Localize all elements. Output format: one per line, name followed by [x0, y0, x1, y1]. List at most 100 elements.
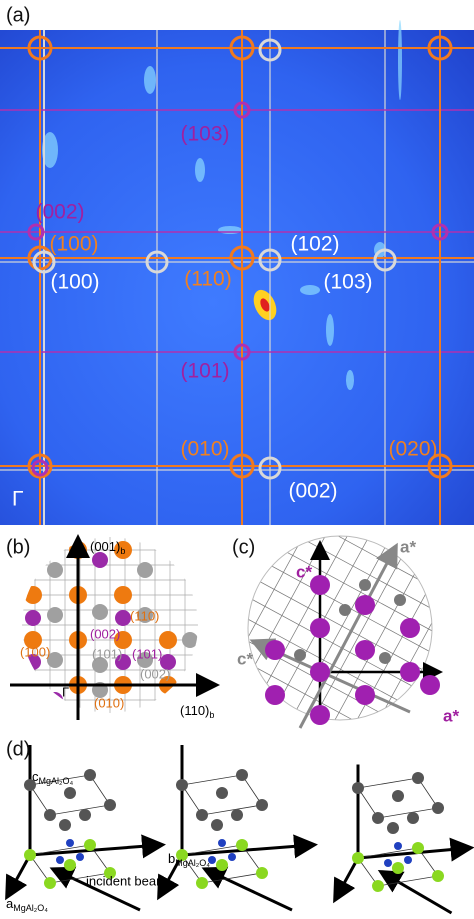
panel-label: (a) — [6, 4, 30, 26]
grid-line — [248, 713, 432, 720]
reflection-ring — [32, 250, 56, 274]
reflection-ring — [27, 453, 53, 479]
atom — [432, 870, 444, 882]
reflection-disk — [182, 632, 198, 648]
atom — [412, 842, 424, 854]
reflection-label: (110) — [130, 608, 159, 623]
reflection-disk — [69, 721, 87, 739]
atom — [84, 769, 96, 781]
atom — [76, 853, 84, 861]
axis-label: a* — [400, 537, 416, 556]
reflection-ring — [427, 453, 453, 479]
atom — [104, 799, 116, 811]
atom — [387, 822, 399, 834]
diffraction-spot — [218, 226, 242, 234]
reflection-ring — [431, 223, 449, 241]
reflection-ring — [233, 101, 251, 119]
reflection-disk — [359, 579, 371, 591]
atom — [64, 859, 76, 871]
reflection-label: (002) — [288, 480, 337, 503]
atom — [256, 867, 268, 879]
reflection-ring — [229, 35, 255, 61]
reflection-disk — [394, 594, 406, 606]
reflection-ring — [27, 245, 53, 271]
panel-c-labels: c* a* c* a* — [237, 537, 459, 725]
atom — [208, 856, 216, 864]
reflection-disk — [92, 604, 108, 620]
reflection-label: (100) — [49, 233, 98, 256]
axis-line — [333, 857, 360, 904]
reflection-ring — [258, 248, 282, 272]
atom — [407, 812, 419, 824]
atom — [66, 839, 74, 847]
reflection-disk — [355, 595, 375, 615]
reflection-disk — [92, 722, 108, 738]
axis-line — [357, 837, 474, 862]
reflection-label: (100) — [20, 644, 50, 659]
reflection-disk — [379, 652, 391, 664]
reflection-disk — [310, 662, 330, 682]
reflection-label: (010) — [94, 695, 124, 710]
axis-label: (110)b — [180, 703, 214, 720]
axis-label: c* — [237, 649, 253, 668]
atom — [392, 862, 404, 874]
reflection-disk — [294, 649, 306, 661]
atom — [404, 856, 412, 864]
atom — [216, 859, 228, 871]
atom — [392, 790, 404, 802]
atom — [256, 799, 268, 811]
reflection-ring — [229, 245, 255, 271]
axis-label: c* — [296, 562, 312, 581]
reflection-disk — [24, 586, 42, 604]
reflection-label: (102) — [290, 233, 339, 256]
reflection-disk — [420, 675, 440, 695]
atom — [236, 839, 248, 851]
panel-a-overlay — [0, 20, 474, 525]
reflection-label: (101) — [92, 646, 122, 661]
reflection-disk — [47, 607, 63, 623]
atom — [384, 859, 392, 867]
panel-b-drawing — [10, 534, 220, 739]
panel-label: (b) — [6, 536, 30, 558]
axis-label: bMgAl₂O₄ — [168, 851, 210, 868]
panel-d-drawing — [5, 745, 474, 915]
axis-sub: MgAl₂O₄ — [175, 858, 210, 868]
atom — [196, 809, 208, 821]
reflection-disk — [137, 722, 153, 738]
atom — [372, 812, 384, 824]
panel-d-labels: cMgAl₂O₄ bMgAl₂O₄ aMgAl₂O₄ incident beam — [6, 769, 210, 913]
reflection-label: (002) — [35, 201, 84, 224]
atom — [236, 769, 248, 781]
axis-sub: MgAl₂O₄ — [13, 903, 48, 913]
atom — [412, 772, 424, 784]
gamma-label: Γ — [62, 684, 69, 699]
atom — [24, 849, 36, 861]
axis-text: b — [168, 851, 175, 866]
reflection-ring — [258, 456, 282, 480]
axis-line — [157, 854, 184, 901]
axis-text: c — [32, 769, 39, 784]
reflection-disk — [25, 610, 41, 626]
reflection-label: (010) — [180, 438, 229, 461]
reflection-disk — [137, 652, 153, 668]
axis-text: (110) — [180, 703, 209, 718]
reflection-disk — [355, 640, 375, 660]
atom — [84, 839, 96, 851]
axis-sub: MgAl₂O₄ — [39, 776, 74, 786]
panel-a-labels: (103) (002) (100) (100) (110) (102) (103… — [12, 123, 438, 511]
reflection-disk — [339, 604, 351, 616]
reflection-ring — [373, 248, 397, 272]
diffraction-spot — [326, 314, 334, 346]
reflection-label: (103) — [180, 123, 229, 146]
axis-text: (001) — [90, 539, 120, 554]
atom — [394, 842, 402, 850]
axis-line — [29, 834, 166, 859]
axis-sub: b — [209, 710, 214, 720]
atom — [352, 782, 364, 794]
reflection-disk — [310, 705, 330, 725]
atom — [176, 849, 188, 861]
grid-line — [248, 603, 432, 720]
diffraction-spot — [144, 66, 156, 94]
atom — [228, 853, 236, 861]
reflection-disk — [114, 631, 132, 649]
